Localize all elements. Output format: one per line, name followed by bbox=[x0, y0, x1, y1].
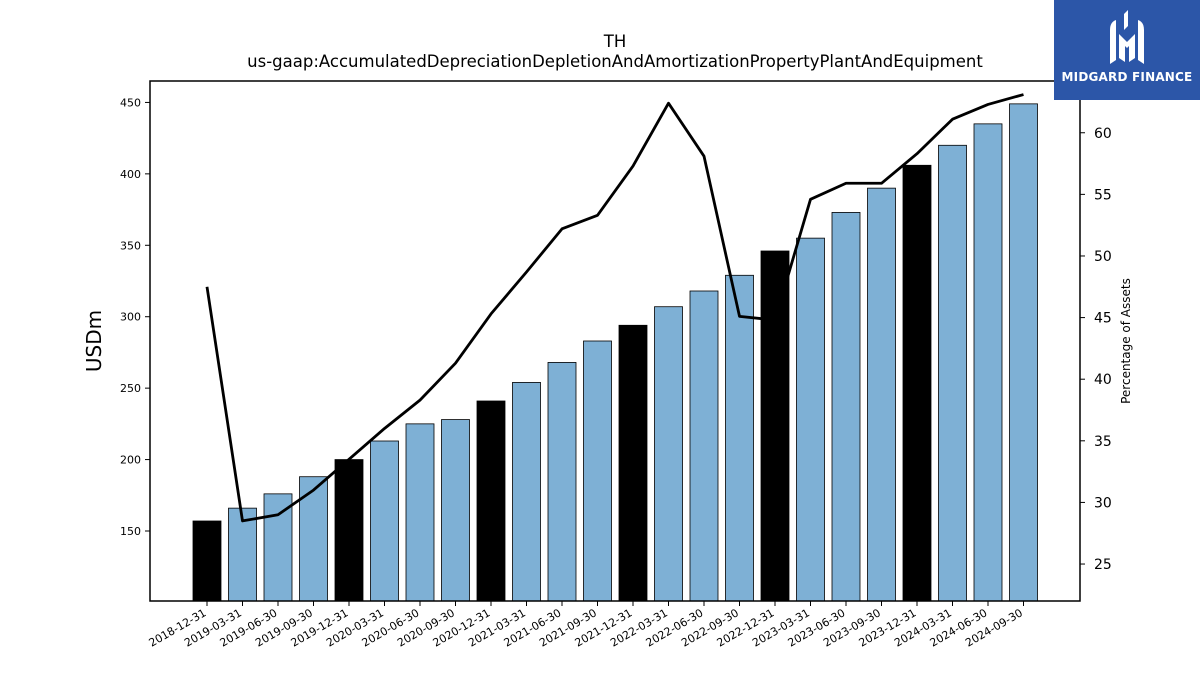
y-tick-label-250: 250 bbox=[120, 382, 141, 395]
bar-2022-09-30 bbox=[725, 274, 754, 602]
bar-2024-06-30 bbox=[973, 123, 1003, 602]
y2-tick-label-30: 30 bbox=[1094, 495, 1112, 511]
brand-logo: MIDGARD FINANCE bbox=[1054, 0, 1200, 100]
y2-tick-label-35: 35 bbox=[1094, 434, 1112, 450]
midgard-logo-icon bbox=[1110, 10, 1144, 64]
bar-2019-12-31 bbox=[334, 459, 364, 602]
brand-name: MIDGARD FINANCE bbox=[1061, 70, 1193, 84]
plot-frame bbox=[149, 80, 1081, 602]
bar-2021-06-30 bbox=[547, 362, 577, 602]
bar-2018-12-31 bbox=[192, 520, 222, 602]
bar-2024-03-31 bbox=[938, 144, 967, 602]
y2-tick-label-55: 55 bbox=[1094, 187, 1112, 203]
y-tick-label-350: 350 bbox=[120, 239, 141, 252]
y-tick-label-300: 300 bbox=[120, 311, 141, 324]
y2-tick-label-45: 45 bbox=[1094, 311, 1112, 327]
y-tick-label-200: 200 bbox=[120, 454, 141, 467]
line-group bbox=[205, 93, 1024, 523]
y-tick-label-400: 400 bbox=[120, 168, 141, 181]
bar-2023-03-31 bbox=[796, 237, 825, 602]
bar-2023-12-31 bbox=[902, 164, 932, 602]
bar-2023-06-30 bbox=[831, 212, 861, 602]
bar-2019-06-30 bbox=[263, 493, 293, 602]
y2-tick-label-40: 40 bbox=[1094, 372, 1112, 388]
bar-2023-09-30 bbox=[867, 187, 896, 602]
bar-2020-09-30 bbox=[441, 419, 470, 602]
bar-2022-06-30 bbox=[689, 290, 719, 602]
bar-2021-09-30 bbox=[583, 340, 612, 602]
bar-2024-09-30 bbox=[1009, 103, 1038, 602]
right-axis: 25 30 35 40 45 50 55 60 bbox=[1080, 126, 1112, 573]
y-tick-label-450: 450 bbox=[120, 96, 141, 109]
bar-2019-03-31 bbox=[228, 507, 257, 602]
y2-tick-label-60: 60 bbox=[1094, 126, 1112, 142]
chart-title: TH bbox=[603, 32, 627, 51]
bar-group bbox=[192, 103, 1038, 602]
bar-2020-03-31 bbox=[370, 440, 399, 602]
bar-2022-12-31 bbox=[760, 250, 790, 602]
bar-2020-06-30 bbox=[405, 423, 435, 602]
left-axis: 150 200 250 300 350 400 450 bbox=[120, 96, 150, 538]
y2-tick-label-25: 25 bbox=[1094, 557, 1112, 573]
x-axis: 2018-12-312019-03-312019-06-302019-09-30… bbox=[147, 601, 1025, 650]
chart-subtitle: us-gaap:AccumulatedDepreciationDepletion… bbox=[247, 52, 983, 71]
bar-2022-03-31 bbox=[654, 306, 683, 602]
percentage-line bbox=[205, 93, 1024, 523]
y-tick-label-150: 150 bbox=[120, 525, 141, 538]
y2-axis-label: Percentage of Assets bbox=[1119, 278, 1133, 404]
bar-2020-12-31 bbox=[476, 400, 506, 602]
y2-tick-label-50: 50 bbox=[1094, 249, 1112, 265]
bar-2021-12-31 bbox=[618, 324, 648, 602]
y-axis-label: USDm bbox=[82, 310, 106, 372]
bar-2021-03-31 bbox=[512, 382, 541, 602]
